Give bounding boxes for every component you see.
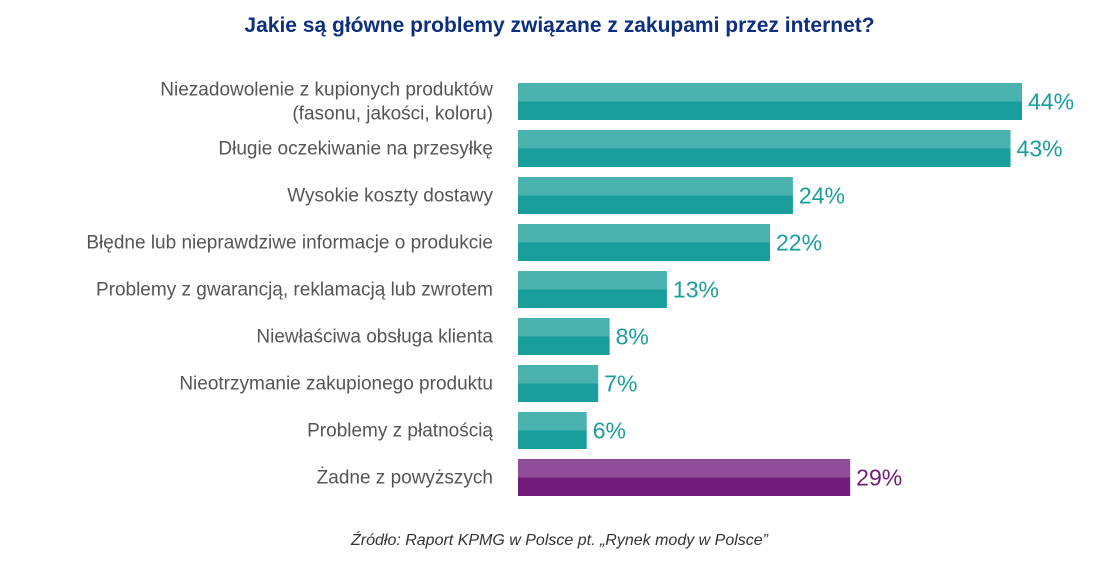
category-label-line: Żadne z powyższych (317, 468, 493, 489)
category-label-line: Niewłaściwa obsługa klienta (256, 327, 493, 348)
category-label-line: Nieotrzymanie zakupionego produktu (179, 374, 493, 395)
category-label: Żadne z powyższych (317, 468, 493, 489)
value-label: 44% (1028, 89, 1074, 115)
bar-shade (518, 148, 1011, 167)
bar (518, 130, 1011, 149)
category-label-line: Długie oczekiwanie na przesyłkę (218, 139, 493, 160)
bar-row: 44% Niezadowolenie z kupionych produktów (… (160, 80, 1074, 125)
bar (518, 224, 770, 243)
bar-shade (518, 383, 599, 402)
category-label: Problemy z gwarancją, reklamacją lub zwr… (96, 280, 493, 301)
bar-shade (518, 477, 851, 496)
category-label-line: Problemy z gwarancją, reklamacją lub zwr… (96, 280, 493, 301)
category-label-line: Wysokie koszty dostawy (287, 186, 493, 207)
bar-row: 7% Nieotrzymanie zakupionego produktu (179, 365, 637, 402)
bar (518, 177, 793, 196)
bar-shade (518, 430, 587, 449)
bar-row: 29% Żadne z powyższych (317, 459, 902, 496)
category-label: Nieotrzymanie zakupionego produktu (179, 374, 493, 395)
value-label: 24% (799, 183, 845, 209)
bar-row: 8% Niewłaściwa obsługa klienta (256, 318, 649, 355)
bar (518, 271, 667, 290)
category-label: Problemy z płatnością (307, 421, 493, 442)
category-label: Niewłaściwa obsługa klienta (256, 327, 493, 348)
category-label: Błędne lub nieprawdziwe informacje o pro… (86, 233, 493, 254)
category-label: Długie oczekiwanie na przesyłkę (218, 139, 493, 160)
bars-group: 44% Niezadowolenie z kupionych produktów (… (86, 80, 1074, 496)
category-label-line: Problemy z płatnością (307, 421, 493, 442)
value-label: 29% (856, 465, 902, 491)
source-note: Źródło: Raport KPMG w Polsce pt. „Rynek … (350, 532, 769, 549)
category-label-line: Błędne lub nieprawdziwe informacje o pro… (86, 233, 493, 254)
value-label: 7% (604, 371, 637, 397)
category-label: Wysokie koszty dostawy (287, 186, 493, 207)
bar-row: 24% Wysokie koszty dostawy (287, 177, 845, 214)
value-label: 8% (616, 324, 649, 350)
bar (518, 365, 599, 384)
category-label-line: (fasonu, jakości, koloru) (292, 104, 493, 125)
bar-shade (518, 242, 770, 261)
bar-row: 6% Problemy z płatnością (307, 412, 626, 449)
bar-shade (518, 101, 1022, 120)
bar (518, 83, 1022, 102)
bar (518, 459, 851, 478)
value-label: 43% (1017, 136, 1063, 162)
value-label: 13% (673, 277, 719, 303)
bar-row: 43% Długie oczekiwanie na przesyłkę (218, 130, 1063, 167)
chart-title: Jakie są główne problemy związane z zaku… (244, 14, 875, 37)
bar-row: 13% Problemy z gwarancją, reklamacją lub … (96, 271, 719, 308)
bar-row: 22% Błędne lub nieprawdziwe informacje o … (86, 224, 822, 261)
category-label: Niezadowolenie z kupionych produktów (fas… (160, 80, 493, 125)
category-label-line: Niezadowolenie z kupionych produktów (160, 80, 493, 101)
bar-shade (518, 336, 610, 355)
bar (518, 318, 610, 337)
bar-shade (518, 195, 793, 214)
bar-shade (518, 289, 667, 308)
value-label: 6% (593, 418, 626, 444)
value-label: 22% (776, 230, 822, 256)
bar (518, 412, 587, 431)
